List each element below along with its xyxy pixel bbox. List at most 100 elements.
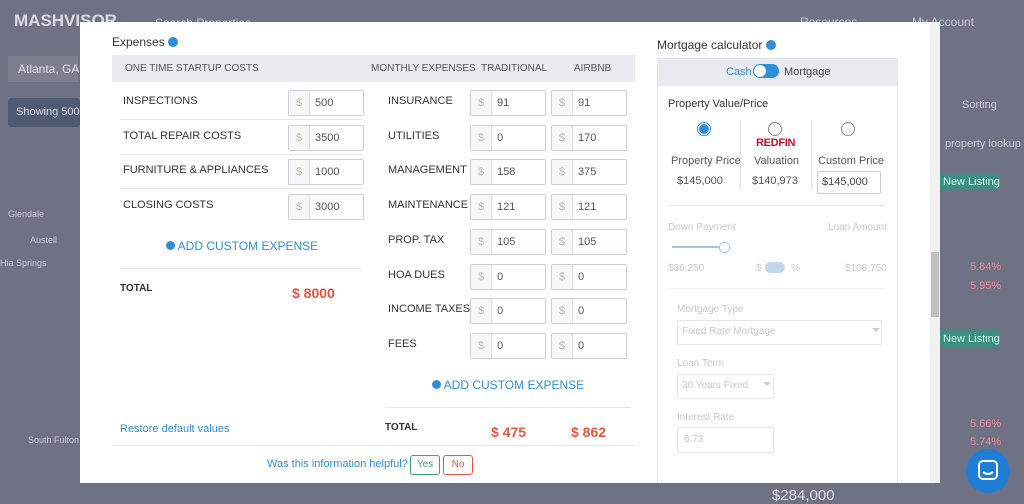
location-box[interactable] bbox=[8, 56, 78, 82]
chat-button[interactable] bbox=[966, 449, 1010, 493]
currency: $ bbox=[552, 125, 573, 150]
amount: 170 bbox=[578, 131, 597, 144]
amount: 0 bbox=[497, 270, 504, 283]
amount-input[interactable]: $0 bbox=[551, 332, 627, 359]
field-label: Interest Rate bbox=[677, 412, 735, 423]
row-label: MANAGEMENT bbox=[388, 164, 467, 177]
amount-input[interactable]: $500 bbox=[288, 90, 364, 116]
info-icon[interactable] bbox=[765, 40, 776, 50]
divider bbox=[668, 205, 886, 206]
total: $ 862 bbox=[571, 424, 607, 440]
mortgage-type-select[interactable] bbox=[677, 320, 882, 345]
currency: $ bbox=[289, 91, 310, 115]
modal: Expenses ONE TIME STARTUP COSTS MONTHLY … bbox=[80, 22, 940, 483]
currency: $ bbox=[471, 195, 492, 220]
row-label: TOTAL REPAIR COSTS bbox=[123, 129, 242, 142]
amount-input[interactable]: $105 bbox=[470, 228, 546, 255]
yes-button[interactable]: Yes bbox=[410, 455, 440, 475]
amount-input[interactable]: $158 bbox=[470, 159, 546, 186]
amount-input[interactable]: $0 bbox=[470, 332, 546, 359]
amount-input[interactable]: $91 bbox=[551, 90, 627, 116]
amount: 3500 bbox=[315, 131, 340, 144]
currency: $ bbox=[471, 229, 492, 254]
sorting[interactable]: Sorting bbox=[962, 99, 997, 111]
redfin-logo: REDFIN bbox=[756, 137, 796, 149]
mode-toggle[interactable] bbox=[753, 64, 779, 78]
amount: 0 bbox=[578, 270, 585, 283]
listing-badge bbox=[940, 330, 1000, 347]
cash-label: Cash bbox=[726, 66, 752, 78]
amount-input[interactable]: $0 bbox=[551, 263, 627, 290]
currency: $ bbox=[552, 264, 573, 289]
amount-input[interactable]: $375 bbox=[551, 159, 627, 186]
unit-toggle[interactable] bbox=[765, 262, 785, 273]
amount-input[interactable]: $91 bbox=[470, 90, 546, 116]
currency: $ bbox=[289, 160, 310, 185]
radio[interactable] bbox=[841, 122, 855, 136]
amount-input[interactable]: $170 bbox=[551, 124, 627, 151]
row-label: FEES bbox=[388, 337, 417, 350]
slider-handle[interactable] bbox=[719, 242, 730, 253]
no-button[interactable]: No bbox=[443, 455, 473, 475]
caret bbox=[872, 328, 880, 332]
amount-input[interactable]: $1000 bbox=[288, 159, 364, 186]
amount: 105 bbox=[578, 235, 597, 248]
add-expense[interactable]: ADD CUSTOM EXPENSE bbox=[166, 239, 318, 253]
amount: 121 bbox=[497, 201, 516, 214]
down-value: $36,250 bbox=[668, 263, 705, 274]
currency: $ bbox=[552, 91, 573, 115]
radio[interactable] bbox=[697, 122, 711, 136]
row-label: PROP. TAX bbox=[388, 233, 445, 246]
row-label: INCOME TAXES bbox=[388, 303, 471, 316]
custom-price: $145,000 bbox=[822, 176, 868, 188]
amount-input[interactable]: $3500 bbox=[288, 124, 364, 151]
amount: 1000 bbox=[315, 166, 340, 179]
amount: 158 bbox=[497, 166, 516, 179]
amount-input[interactable]: $0 bbox=[470, 124, 546, 151]
lookup[interactable]: property lookup bbox=[945, 138, 1021, 150]
plus-icon bbox=[166, 241, 175, 250]
mortgage-panel bbox=[657, 58, 898, 483]
header: MONTHLY EXPENSES bbox=[371, 63, 476, 74]
custom-price-input[interactable] bbox=[817, 171, 881, 194]
amount: 375 bbox=[578, 166, 597, 179]
option-label: Valuation bbox=[754, 155, 800, 167]
decor bbox=[763, 328, 880, 386]
add-expense[interactable]: ADD CUSTOM EXPENSE bbox=[432, 378, 584, 392]
currency: $ bbox=[552, 229, 573, 254]
currency: $ bbox=[289, 125, 310, 150]
radio[interactable] bbox=[768, 122, 782, 136]
restore-link[interactable]: Restore default values bbox=[120, 423, 230, 435]
amount: 0 bbox=[497, 339, 504, 352]
amount-input[interactable]: $121 bbox=[470, 194, 546, 221]
amount-input[interactable]: $121 bbox=[551, 194, 627, 221]
currency: $ bbox=[552, 160, 573, 185]
mortgage-label: Mortgage bbox=[784, 66, 831, 78]
amount: 0 bbox=[578, 339, 585, 352]
interest-input[interactable] bbox=[677, 427, 774, 453]
amount-input[interactable]: $0 bbox=[470, 263, 546, 290]
row-label: CLOSING COSTS bbox=[123, 198, 214, 211]
row-label: INSPECTIONS bbox=[123, 95, 198, 107]
map-place: South Fulton bbox=[28, 435, 80, 445]
amount-input[interactable]: $0 bbox=[470, 298, 546, 325]
info-icon[interactable] bbox=[168, 37, 179, 47]
amount: 0 bbox=[497, 131, 504, 144]
listing-badge bbox=[940, 173, 1000, 190]
header: AIRBNB bbox=[574, 63, 612, 74]
amount-input[interactable]: $3000 bbox=[288, 193, 364, 220]
label: ADD CUSTOM EXPENSE bbox=[177, 239, 319, 253]
currency: $ bbox=[471, 333, 492, 358]
mortgage-title: Mortgage calculator bbox=[657, 38, 776, 52]
loan-term-select[interactable] bbox=[677, 374, 774, 399]
amount-input[interactable]: $0 bbox=[551, 298, 627, 325]
loan-amount-label: Loan Amount bbox=[828, 222, 887, 233]
divider bbox=[120, 188, 362, 190]
scroll-thumb[interactable] bbox=[931, 252, 939, 317]
chat-icon bbox=[978, 460, 998, 480]
divider bbox=[740, 120, 741, 190]
amount: 91 bbox=[497, 97, 510, 109]
plus-icon bbox=[432, 380, 441, 389]
currency: $ bbox=[471, 264, 492, 289]
amount-input[interactable]: $105 bbox=[551, 228, 627, 255]
